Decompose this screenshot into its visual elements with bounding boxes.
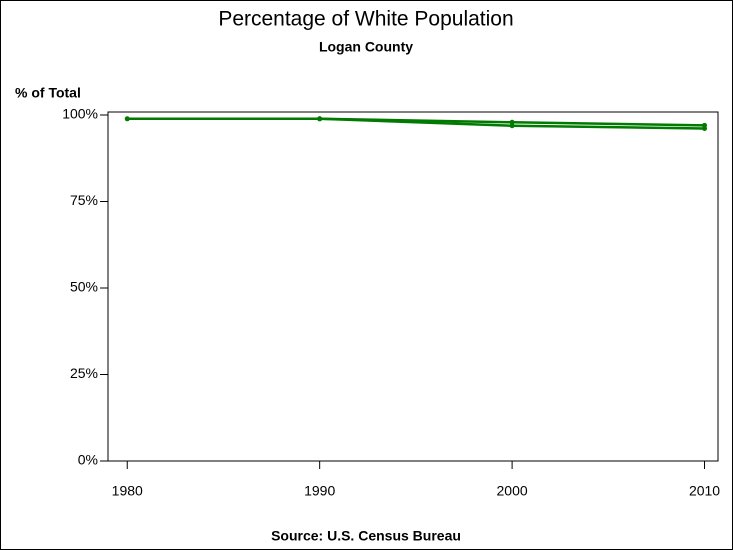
source-note: Source: U.S. Census Bureau bbox=[271, 528, 461, 544]
x-tick-label: 1980 bbox=[112, 483, 143, 499]
point bbox=[317, 116, 323, 122]
chart-title: Percentage of White Population bbox=[218, 8, 513, 31]
point bbox=[124, 116, 130, 122]
chart-subtitle: Logan County bbox=[319, 39, 413, 55]
y-tick-label: 25% bbox=[70, 365, 98, 381]
y-tick-label: 100% bbox=[62, 106, 98, 122]
y-tick-label: 75% bbox=[70, 192, 98, 208]
point bbox=[509, 123, 515, 129]
y-tick-label: 50% bbox=[70, 279, 98, 295]
plot-frame bbox=[107, 111, 719, 462]
x-tick-label: 2010 bbox=[689, 483, 720, 499]
y-axis-label: % of Total bbox=[15, 85, 81, 101]
x-tick-label: 1990 bbox=[304, 483, 335, 499]
point bbox=[702, 125, 708, 131]
x-tick-label: 2000 bbox=[497, 483, 528, 499]
series-line bbox=[127, 117, 705, 127]
point bbox=[509, 119, 515, 125]
y-tick-label: 0% bbox=[78, 452, 98, 468]
